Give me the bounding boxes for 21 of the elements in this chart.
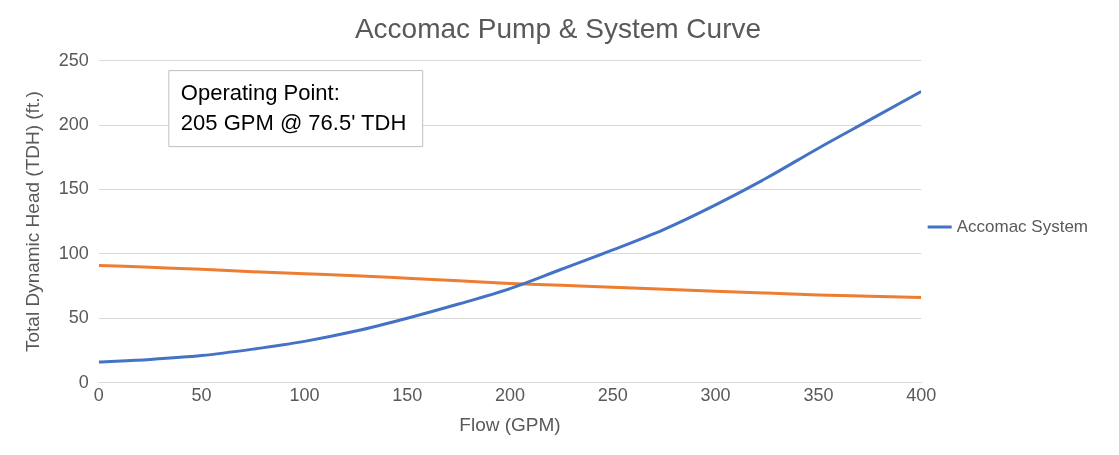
- y-axis-title: Total Dynamic Head (TDH) (ft.): [21, 91, 43, 352]
- y-tick-label: 100: [58, 242, 89, 263]
- x-tick-label: 100: [289, 385, 320, 406]
- y-tick-label: 150: [58, 178, 89, 199]
- chart-title: Accomac Pump & System Curve: [354, 12, 762, 44]
- line-series: [98, 263, 922, 300]
- y-tick-label: 200: [58, 113, 89, 134]
- x-axis-title: Flow (GPM): [459, 413, 561, 435]
- x-tick-label: 0: [93, 385, 104, 406]
- legend-label: Accomac System: [956, 216, 1088, 236]
- y-tick-label: 50: [68, 307, 89, 328]
- x-tick-label: 200: [494, 385, 526, 406]
- x-tick-label: 150: [392, 385, 423, 406]
- x-tick-label: 300: [700, 385, 731, 406]
- x-tick-label: 350: [803, 385, 834, 406]
- y-tick-label: 250: [58, 49, 89, 70]
- x-tick-label: 400: [906, 385, 937, 406]
- y-tick-label: 0: [78, 371, 89, 392]
- annotation: Operating Point: 205 GPM @ 76.5' TDH: [180, 79, 407, 135]
- x-tick-label: 250: [597, 385, 628, 406]
- x-tick-label: 50: [191, 385, 212, 406]
